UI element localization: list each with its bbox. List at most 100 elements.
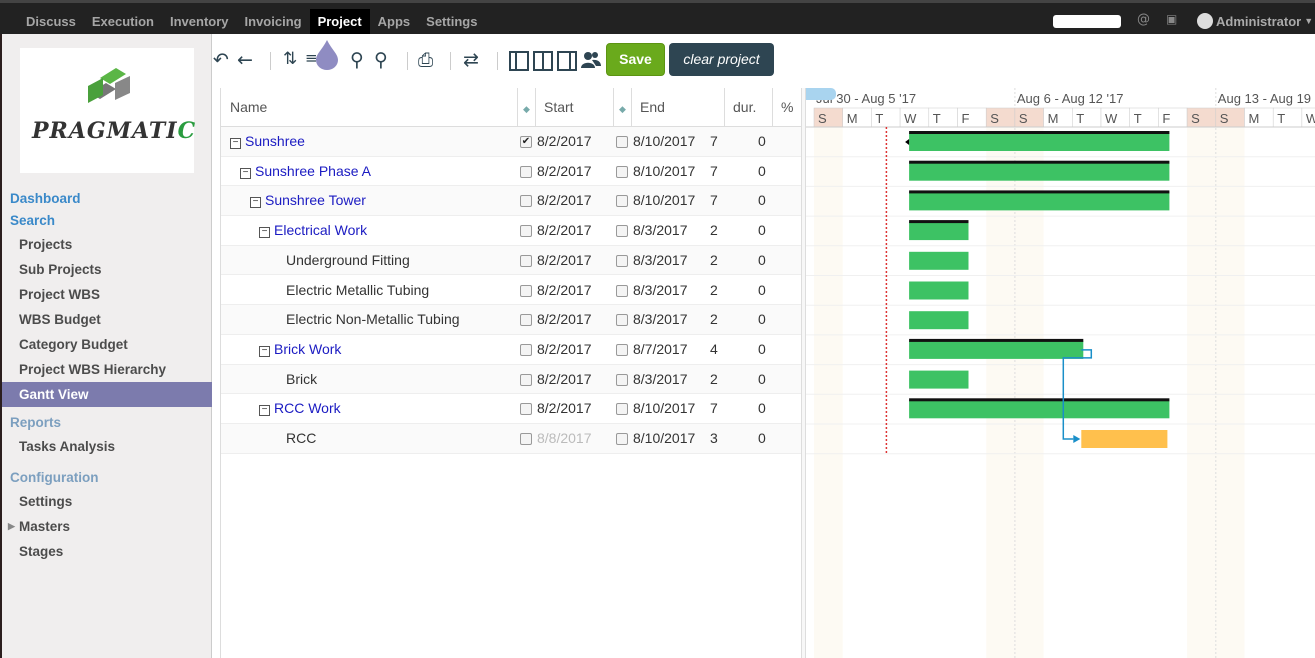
start-milestone-checkbox[interactable] (520, 343, 532, 356)
col-start-milestone[interactable]: ◆ (518, 88, 536, 127)
table-row[interactable]: − Brick Work 8/2/2017 8/7/2017 4 0 (221, 334, 802, 365)
task-name-cell[interactable]: Brick (286, 365, 317, 394)
start-milestone-checkbox[interactable] (520, 195, 532, 208)
col-start[interactable]: Start (536, 88, 614, 127)
task-bar[interactable] (909, 281, 969, 300)
menu-item-wbs-budget[interactable]: WBS Budget (0, 307, 212, 332)
collapse-toggle-icon[interactable]: − (259, 227, 270, 239)
duration-cell[interactable]: 7 (710, 157, 718, 186)
progress-cell[interactable]: 0 (758, 394, 766, 423)
task-name-cell[interactable]: Electric Metallic Tubing (286, 276, 429, 305)
menu-item-stages[interactable]: Stages (0, 539, 212, 564)
end-milestone-checkbox[interactable] (616, 254, 628, 267)
table-row[interactable]: Brick 8/2/2017 8/3/2017 2 0 (221, 364, 802, 395)
nav-item-invoicing[interactable]: Invoicing (244, 14, 302, 29)
task-bar[interactable] (909, 133, 1170, 151)
start-milestone-checkbox[interactable] (520, 225, 532, 238)
menu-item-sub-projects[interactable]: Sub Projects (0, 257, 212, 282)
end-milestone-checkbox[interactable] (616, 343, 628, 356)
task-bar[interactable] (909, 370, 969, 389)
nav-item-apps[interactable]: Apps (377, 14, 411, 29)
task-bar[interactable] (909, 222, 969, 241)
end-date-cell[interactable]: 8/7/2017 (633, 335, 688, 364)
menu-heading-configuration[interactable]: Configuration (10, 470, 99, 485)
nav-item-execution[interactable]: Execution (91, 14, 154, 29)
table-row[interactable]: − RCC Work 8/2/2017 8/10/2017 7 0 (221, 394, 802, 424)
task-bar[interactable] (909, 192, 1170, 211)
table-row[interactable]: − Electrical Work 8/2/2017 8/3/2017 2 0 (221, 216, 802, 246)
zoom-in-icon[interactable]: ⚲ (374, 49, 388, 71)
nav-item-settings[interactable]: Settings (426, 14, 478, 29)
col-duration[interactable]: dur. (725, 88, 773, 127)
start-milestone-checkbox[interactable] (520, 314, 532, 327)
start-date-cell[interactable]: 8/2/2017 (537, 157, 592, 186)
table-row[interactable]: Electric Non-Metallic Tubing 8/2/2017 8/3/… (221, 305, 802, 335)
task-bar[interactable] (909, 400, 1170, 419)
save-button[interactable]: Save (606, 43, 665, 76)
col-end-milestone[interactable]: ◆ (614, 88, 632, 127)
table-row[interactable]: − Sunshree Phase A 8/2/2017 8/10/2017 7 0 (221, 156, 802, 187)
start-milestone-checkbox[interactable] (520, 433, 532, 445)
show-gantt-icon[interactable] (557, 51, 577, 71)
start-milestone-checkbox[interactable] (520, 165, 532, 178)
progress-cell[interactable]: 0 (758, 216, 766, 245)
undo-icon[interactable]: ↶ (213, 49, 229, 71)
table-row[interactable]: Electric Metallic Tubing 8/2/2017 8/3/2017… (221, 275, 802, 306)
task-bar[interactable] (909, 311, 969, 330)
split-view-icon[interactable] (533, 51, 553, 71)
show-grid-icon[interactable] (509, 51, 529, 71)
end-date-cell[interactable]: 8/3/2017 (633, 365, 688, 394)
collapse-toggle-icon[interactable]: − (240, 167, 251, 179)
duration-cell[interactable]: 2 (710, 216, 718, 245)
end-date-cell[interactable]: 8/3/2017 (633, 305, 688, 334)
progress-cell[interactable]: 0 (758, 246, 766, 275)
end-date-cell[interactable]: 8/3/2017 (633, 276, 688, 305)
menu-heading-dashboard[interactable]: Dashboard (10, 191, 81, 206)
start-date-cell[interactable]: 8/2/2017 (537, 186, 592, 215)
start-milestone-checkbox[interactable] (520, 373, 532, 386)
col-progress[interactable]: % (781, 99, 794, 115)
progress-cell[interactable]: 0 (758, 127, 766, 156)
menu-heading-reports[interactable]: Reports (10, 415, 62, 430)
start-date-cell[interactable]: 8/2/2017 (537, 305, 592, 334)
collapse-all-icon[interactable]: ≡ (305, 49, 318, 67)
col-name[interactable]: Name (221, 88, 518, 127)
start-date-cell[interactable]: 8/8/2017 (537, 424, 592, 453)
duration-cell[interactable]: 2 (710, 276, 718, 305)
menu-item-settings[interactable]: Settings (0, 489, 212, 514)
progress-cell[interactable]: 0 (758, 186, 766, 215)
nav-item-inventory[interactable]: Inventory (170, 14, 229, 29)
start-milestone-checkbox[interactable] (520, 403, 532, 416)
collapse-toggle-icon[interactable]: − (259, 405, 270, 417)
task-name-cell[interactable]: Electric Non-Metallic Tubing (286, 305, 460, 334)
task-name-cell[interactable]: − Brick Work (259, 335, 341, 364)
end-date-cell[interactable]: 8/10/2017 (633, 157, 695, 186)
menu-item-project-wbs-hierarchy[interactable]: Project WBS Hierarchy (0, 357, 212, 382)
progress-cell[interactable]: 0 (758, 276, 766, 305)
start-milestone-checkbox[interactable] (520, 254, 532, 267)
duration-cell[interactable]: 2 (710, 365, 718, 394)
duration-cell[interactable]: 7 (710, 186, 718, 215)
table-row[interactable]: Underground Fitting 8/2/2017 8/3/2017 2 0 (221, 245, 802, 276)
progress-cell[interactable]: 0 (758, 157, 766, 186)
end-milestone-checkbox[interactable] (616, 284, 628, 297)
critical-path-icon[interactable]: ⇄ (463, 49, 479, 71)
nav-item-project[interactable]: Project (309, 9, 370, 34)
end-date-cell[interactable]: 8/10/2017 (633, 186, 695, 215)
start-date-cell[interactable]: 8/2/2017 (537, 246, 592, 275)
menu-item-masters[interactable]: ▶ Masters (0, 514, 212, 539)
end-date-cell[interactable]: 8/3/2017 (633, 216, 688, 245)
resources-icon[interactable] (580, 50, 602, 70)
table-row[interactable]: RCC 8/8/2017 8/10/2017 3 0 (221, 424, 802, 454)
task-name-cell[interactable]: − Electrical Work (259, 216, 367, 245)
start-date-cell[interactable]: 8/2/2017 (537, 394, 592, 423)
start-date-cell[interactable]: 8/2/2017 (537, 127, 592, 156)
start-date-cell[interactable]: 8/2/2017 (537, 335, 592, 364)
start-date-cell[interactable]: 8/2/2017 (537, 276, 592, 305)
task-name-cell[interactable]: − Sunshree (230, 127, 305, 156)
menu-item-projects[interactable]: Projects (0, 232, 212, 257)
duration-cell[interactable]: 2 (710, 246, 718, 275)
task-bar[interactable] (1081, 430, 1168, 448)
progress-cell[interactable]: 0 (758, 335, 766, 364)
user-menu[interactable]: Administrator ▼ (1197, 13, 1313, 29)
